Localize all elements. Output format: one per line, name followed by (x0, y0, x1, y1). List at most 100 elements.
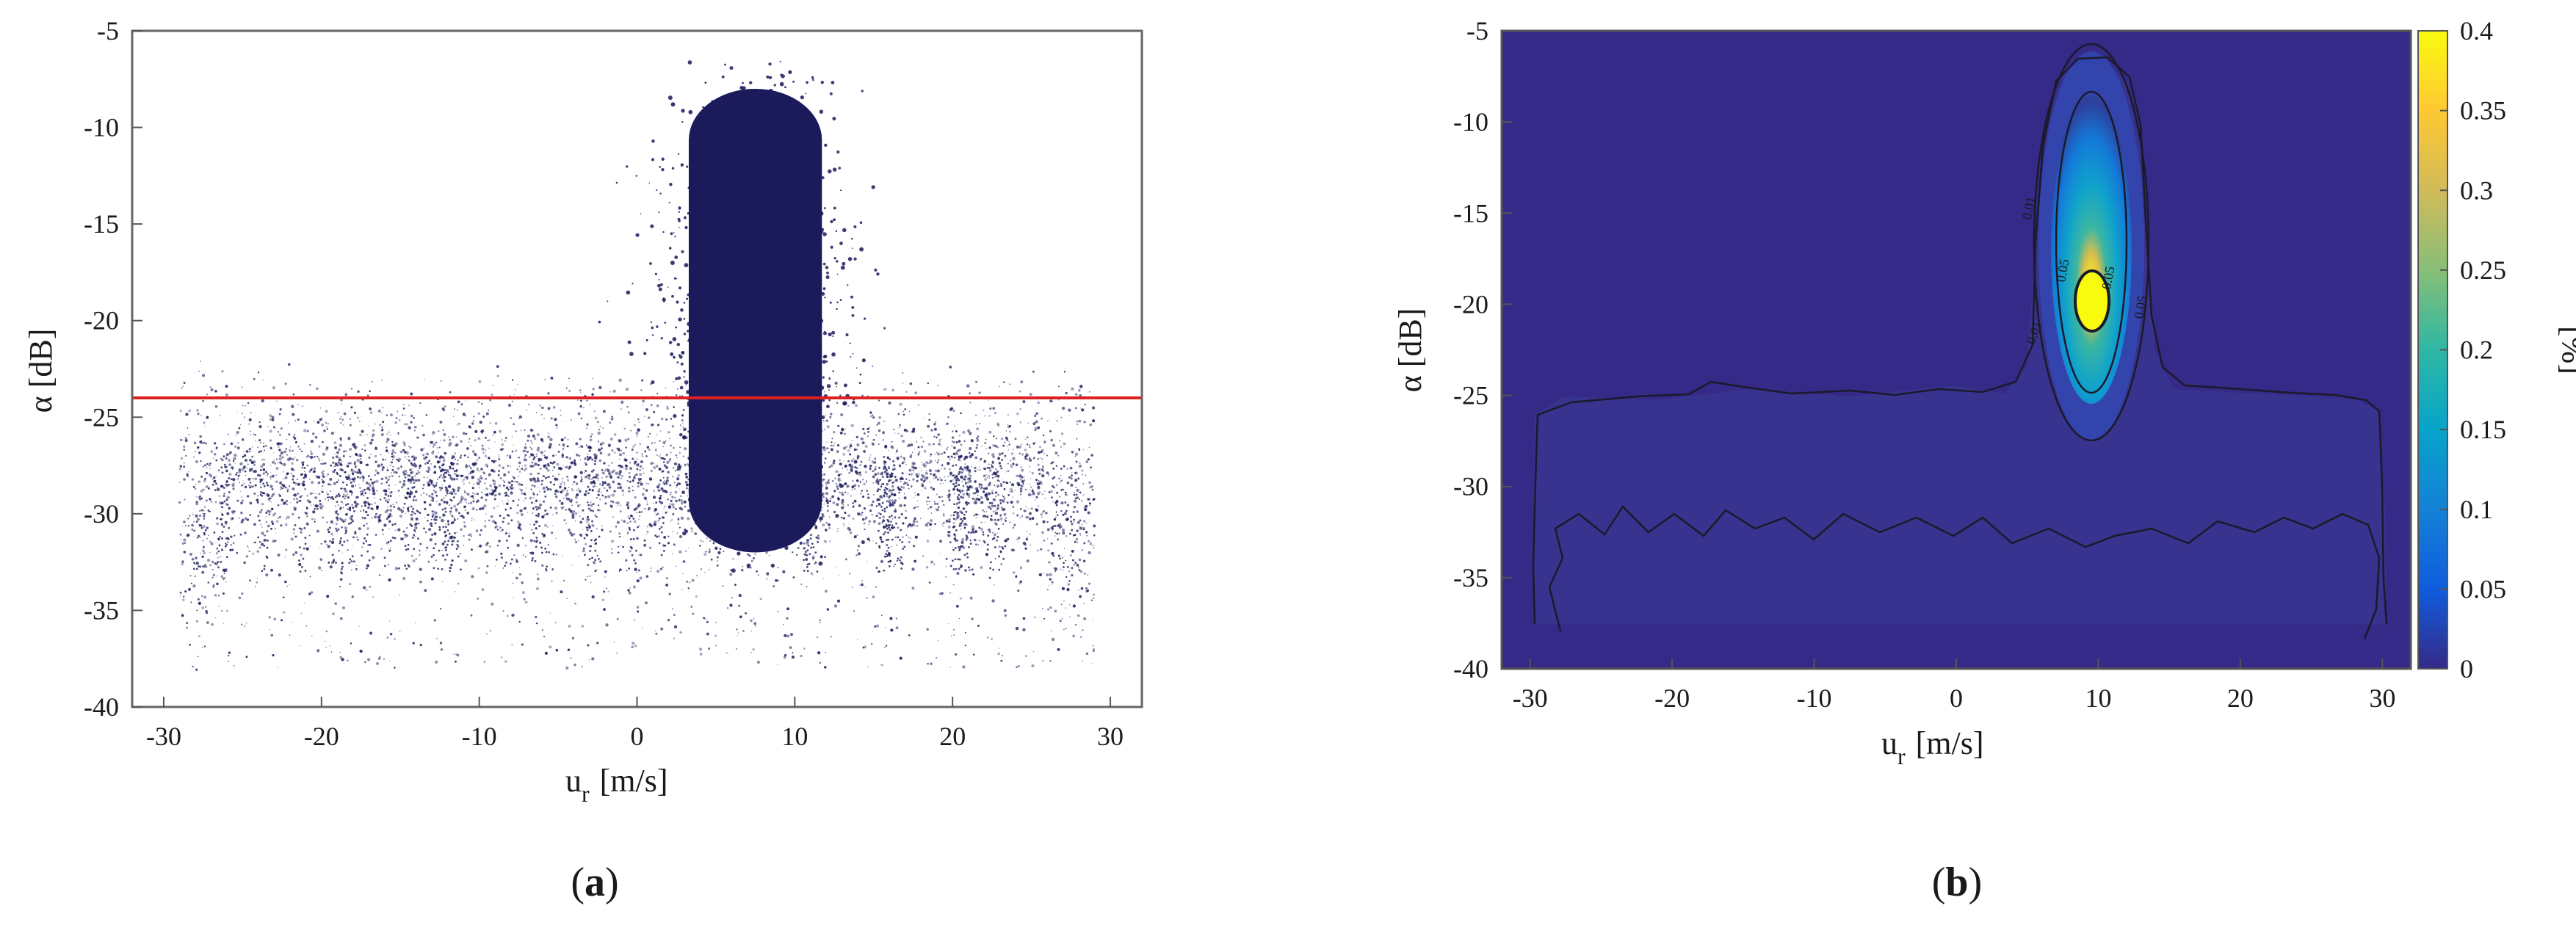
scatter-point (231, 517, 234, 520)
scatter-point (1021, 468, 1024, 472)
scatter-point (791, 380, 794, 382)
scatter-point (890, 520, 892, 523)
scatter-point (1028, 512, 1032, 515)
scatter-point (521, 468, 524, 471)
scatter-point (579, 459, 582, 461)
scatter-point (975, 414, 977, 416)
scatter-point (309, 576, 311, 578)
scatter-point (994, 485, 996, 487)
scatter-point (655, 632, 658, 635)
scatter-point (985, 510, 988, 512)
scatter-point (1085, 531, 1088, 534)
scatter-point (745, 341, 747, 343)
scatter-point (671, 608, 673, 610)
scatter-point (787, 518, 792, 523)
scatter-point (228, 459, 231, 462)
scatter-point (612, 483, 614, 485)
scatter-point (799, 498, 803, 501)
scatter-point (1046, 538, 1049, 540)
scatter-point (697, 354, 701, 358)
scatter-point (822, 479, 825, 481)
scatter-point (697, 314, 700, 318)
scatter-point (726, 468, 728, 471)
scatter-point (742, 134, 746, 138)
scatter-point (318, 481, 321, 484)
scatter-point (673, 355, 676, 359)
scatter-point (879, 488, 881, 490)
scatter-point (195, 502, 199, 506)
scatter-point (1047, 420, 1049, 421)
scatter-point (974, 531, 977, 533)
scatter-point (891, 388, 895, 392)
scatter-point (786, 399, 790, 402)
scatter-point (303, 443, 305, 445)
scatter-point (388, 514, 390, 516)
scatter-point (770, 283, 775, 289)
scatter-point (746, 278, 750, 282)
scatter-point (722, 501, 725, 504)
scatter-point (215, 476, 217, 478)
scatter-point (587, 526, 590, 529)
scatter-point (908, 443, 911, 447)
scatter-point (724, 473, 726, 474)
scatter-point (972, 573, 975, 576)
scatter-point (374, 515, 377, 519)
scatter-point (781, 353, 786, 358)
scatter-point (813, 220, 817, 225)
scatter-point (1024, 488, 1027, 491)
scatter-point (607, 590, 609, 592)
scatter-point (277, 504, 280, 507)
scatter-point (779, 501, 783, 506)
scatter-point (821, 176, 825, 180)
scatter-point (520, 581, 522, 583)
scatter-point (915, 526, 916, 527)
scatter-point (796, 475, 800, 479)
scatter-point (861, 90, 864, 92)
scatter-point (641, 453, 643, 455)
scatter-point (651, 326, 654, 330)
scatter-point (371, 380, 374, 383)
scatter-point (415, 558, 417, 560)
scatter-point (626, 504, 629, 506)
scatter-point (726, 358, 729, 362)
scatter-point (271, 416, 275, 419)
scatter-point (366, 522, 368, 525)
scatter-point (489, 630, 491, 632)
scatter-point (754, 535, 758, 539)
scatter-point (371, 517, 373, 519)
scatter-point (748, 473, 750, 475)
scatter-point (686, 462, 689, 465)
scatter-point (716, 267, 720, 272)
scatter-point (449, 391, 452, 393)
scatter-point (711, 457, 713, 460)
scatter-point (589, 404, 591, 405)
scatter-point (517, 520, 520, 523)
scatter-point (356, 471, 359, 474)
scatter-point (632, 490, 634, 492)
scatter-point (1088, 551, 1091, 554)
scatter-point (714, 261, 718, 264)
scatter-point (699, 280, 703, 283)
scatter-point (902, 440, 905, 443)
scatter-point (861, 511, 864, 514)
scatter-point (800, 250, 804, 253)
scatter-point (716, 342, 718, 345)
scatter-point (701, 333, 706, 338)
scatter-point (789, 192, 792, 194)
scatter-point (767, 358, 770, 361)
scatter-point (361, 505, 363, 507)
scatter-point (663, 443, 665, 445)
scatter-point (985, 448, 987, 450)
scatter-point (728, 272, 731, 276)
scatter-point (880, 664, 882, 666)
scatter-point (794, 278, 799, 283)
scatter-point (500, 448, 503, 451)
scatter-point (507, 465, 510, 468)
scatter-point (632, 479, 634, 482)
scatter-point (985, 495, 988, 498)
scatter-point (831, 479, 834, 482)
scatter-point (1031, 517, 1035, 520)
scatter-point (525, 487, 527, 489)
scatter-point (1092, 419, 1096, 423)
scatter-point (468, 533, 472, 537)
